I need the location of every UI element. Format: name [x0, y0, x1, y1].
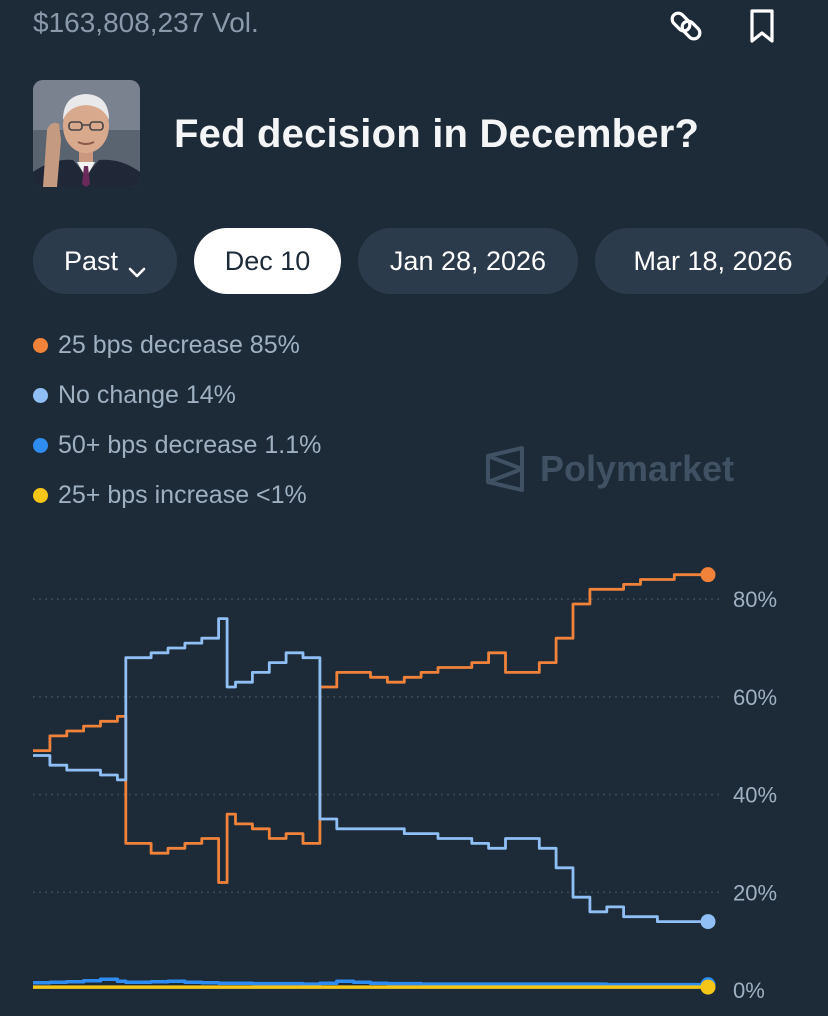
legend-dot [33, 387, 48, 403]
polymarket-logo-icon [486, 446, 524, 492]
legend-item: 50+ bps decrease 1.1% [33, 420, 321, 470]
series-endpoint [700, 567, 716, 583]
y-tick-label: 60% [733, 685, 777, 710]
chevron-down-icon [128, 255, 146, 278]
tab-dec-10[interactable]: Dec 10 [194, 228, 341, 294]
legend-item: 25 bps decrease 85% [33, 320, 321, 370]
legend-dot [33, 437, 48, 453]
watermark-text: Polymarket [540, 448, 735, 489]
tab-past-label: Past [63, 245, 119, 276]
series-line-no-change [33, 617, 708, 923]
series-endpoint [700, 979, 716, 995]
series-line-25-bps-decrease [33, 573, 708, 884]
tab-jan-28-2026[interactable]: Jan 28, 2026 [358, 228, 578, 294]
legend-label: No change 14% [58, 380, 236, 409]
legend-item: 25+ bps increase <1% [33, 470, 321, 520]
series-endpoint [700, 914, 716, 930]
tab-past[interactable]: Past [33, 228, 177, 294]
y-tick-label: 0% [733, 978, 765, 1003]
tab-dec-10-label: Dec 10 [224, 245, 311, 276]
legend-label: 25 bps decrease 85% [58, 330, 300, 359]
date-tabs: Past Dec 10 Jan 28, 2026 Mar 18, 2026 [0, 228, 828, 296]
chart-legend: 25 bps decrease 85% No change 14% 50+ bp… [33, 320, 321, 520]
legend-label: 50+ bps decrease 1.1% [58, 430, 322, 459]
tab-mar-18-2026[interactable]: Mar 18, 2026 [595, 228, 828, 294]
market-avatar [33, 80, 140, 187]
tab-jan-28-label: Jan 28, 2026 [389, 245, 547, 276]
tab-mar-18-label: Mar 18, 2026 [633, 245, 793, 276]
legend-dot [33, 487, 48, 503]
market-title: Fed decision in December? [174, 112, 700, 156]
series-line-50-bps-decrease [33, 977, 708, 987]
link-icon[interactable] [666, 6, 706, 46]
volume-label: $163,808,237 Vol. [33, 7, 259, 38]
y-tick-label: 20% [733, 880, 777, 905]
price-history-chart: 80% 60% 40% 20% 0% [33, 567, 777, 1003]
bookmark-icon[interactable] [742, 6, 782, 46]
legend-label: 25+ bps increase <1% [58, 480, 307, 509]
legend-item: No change 14% [33, 370, 321, 420]
legend-dot [33, 337, 48, 353]
y-tick-label: 80% [733, 587, 777, 612]
y-tick-label: 40% [733, 783, 777, 808]
polymarket-watermark: Polymarket [484, 446, 734, 492]
